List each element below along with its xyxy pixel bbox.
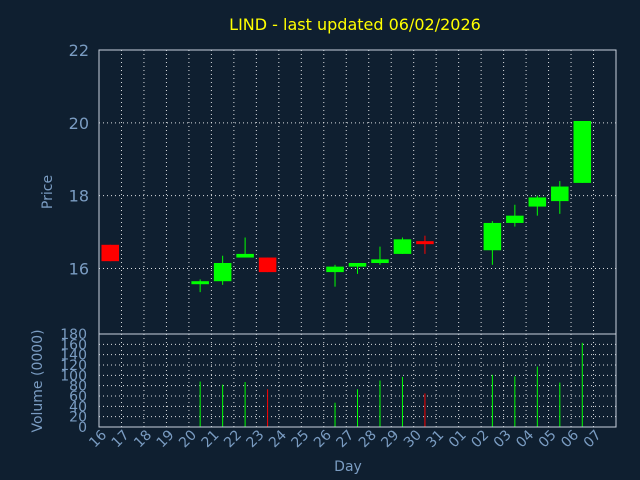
candle-body [258, 257, 277, 273]
day-axis-label: Day [334, 459, 362, 475]
price-tick-label: 20 [69, 114, 89, 133]
day-tick-label: 24 [266, 427, 290, 451]
price-grid [99, 49, 616, 334]
candle-body [573, 121, 592, 183]
volume-tick-label: 40 [69, 399, 87, 415]
candle-body [371, 259, 389, 263]
day-tick-label: 18 [131, 427, 155, 451]
day-tick-label: 20 [176, 427, 200, 451]
candle-body [348, 263, 367, 267]
volume-tick-label: 80 [69, 379, 87, 395]
day-tick-label: 05 [536, 427, 560, 451]
candle-body [483, 222, 502, 251]
candle-body [191, 281, 209, 285]
volume-plot-frame [98, 333, 617, 428]
candle-body [393, 239, 412, 254]
chart-title: LIND - last updated 06/02/2026 [229, 15, 481, 34]
day-tick-label: 27 [333, 427, 357, 451]
day-tick-label: 23 [244, 427, 268, 451]
day-tick-label: 19 [154, 427, 178, 451]
price-tick-label: 16 [69, 259, 89, 278]
candle-body [213, 263, 232, 282]
day-tick-label: 29 [378, 427, 402, 451]
day-tick-label: 16 [86, 427, 110, 451]
day-tick-label: 31 [423, 427, 447, 451]
candle-body [101, 244, 120, 262]
candle-body [416, 241, 434, 245]
day-tick-label: 02 [468, 427, 492, 451]
volume-tick-label: 120 [60, 358, 87, 374]
day-tick-label: 30 [401, 427, 425, 451]
day-tick-label: 01 [446, 427, 470, 451]
candle-body [551, 186, 569, 202]
volume-tick-label: 60 [69, 389, 87, 405]
volume-series [199, 342, 583, 427]
candle-body [506, 215, 524, 223]
candle-body [326, 266, 344, 273]
price-axis-label: Price [40, 175, 56, 209]
day-tick-label: 17 [109, 427, 133, 451]
volume-tick-label: 20 [69, 410, 87, 426]
volume-tick-label: 100 [60, 368, 87, 384]
day-tick-label: 28 [356, 427, 380, 451]
candle-body [528, 197, 547, 207]
candle-body [236, 253, 254, 258]
volume-tick-label: 140 [60, 348, 87, 364]
day-tick-labels: 1617181920212223242526272829303101020304… [86, 427, 604, 451]
price-tick-labels: 16 18 20 22 [69, 41, 89, 278]
day-tick-label: 03 [491, 427, 515, 451]
volume-tick-label: 160 [60, 337, 87, 353]
day-tick-label: 04 [513, 427, 537, 451]
volume-axis-label: Volume (0000) [30, 329, 46, 432]
price-plot-frame [98, 49, 617, 335]
day-tick-label: 25 [289, 427, 313, 451]
day-tick-label: 06 [558, 427, 582, 451]
day-tick-label: 22 [221, 427, 245, 451]
price-tick-label: 18 [69, 187, 89, 206]
volume-tick-label: 0 [78, 420, 87, 436]
volume-tick-label: 180 [60, 327, 87, 343]
day-tick-label: 07 [581, 427, 605, 451]
day-tick-label: 21 [199, 427, 223, 451]
price-tick-label: 22 [69, 41, 89, 60]
candlestick-series [101, 121, 592, 293]
day-tick-label: 26 [311, 427, 335, 451]
